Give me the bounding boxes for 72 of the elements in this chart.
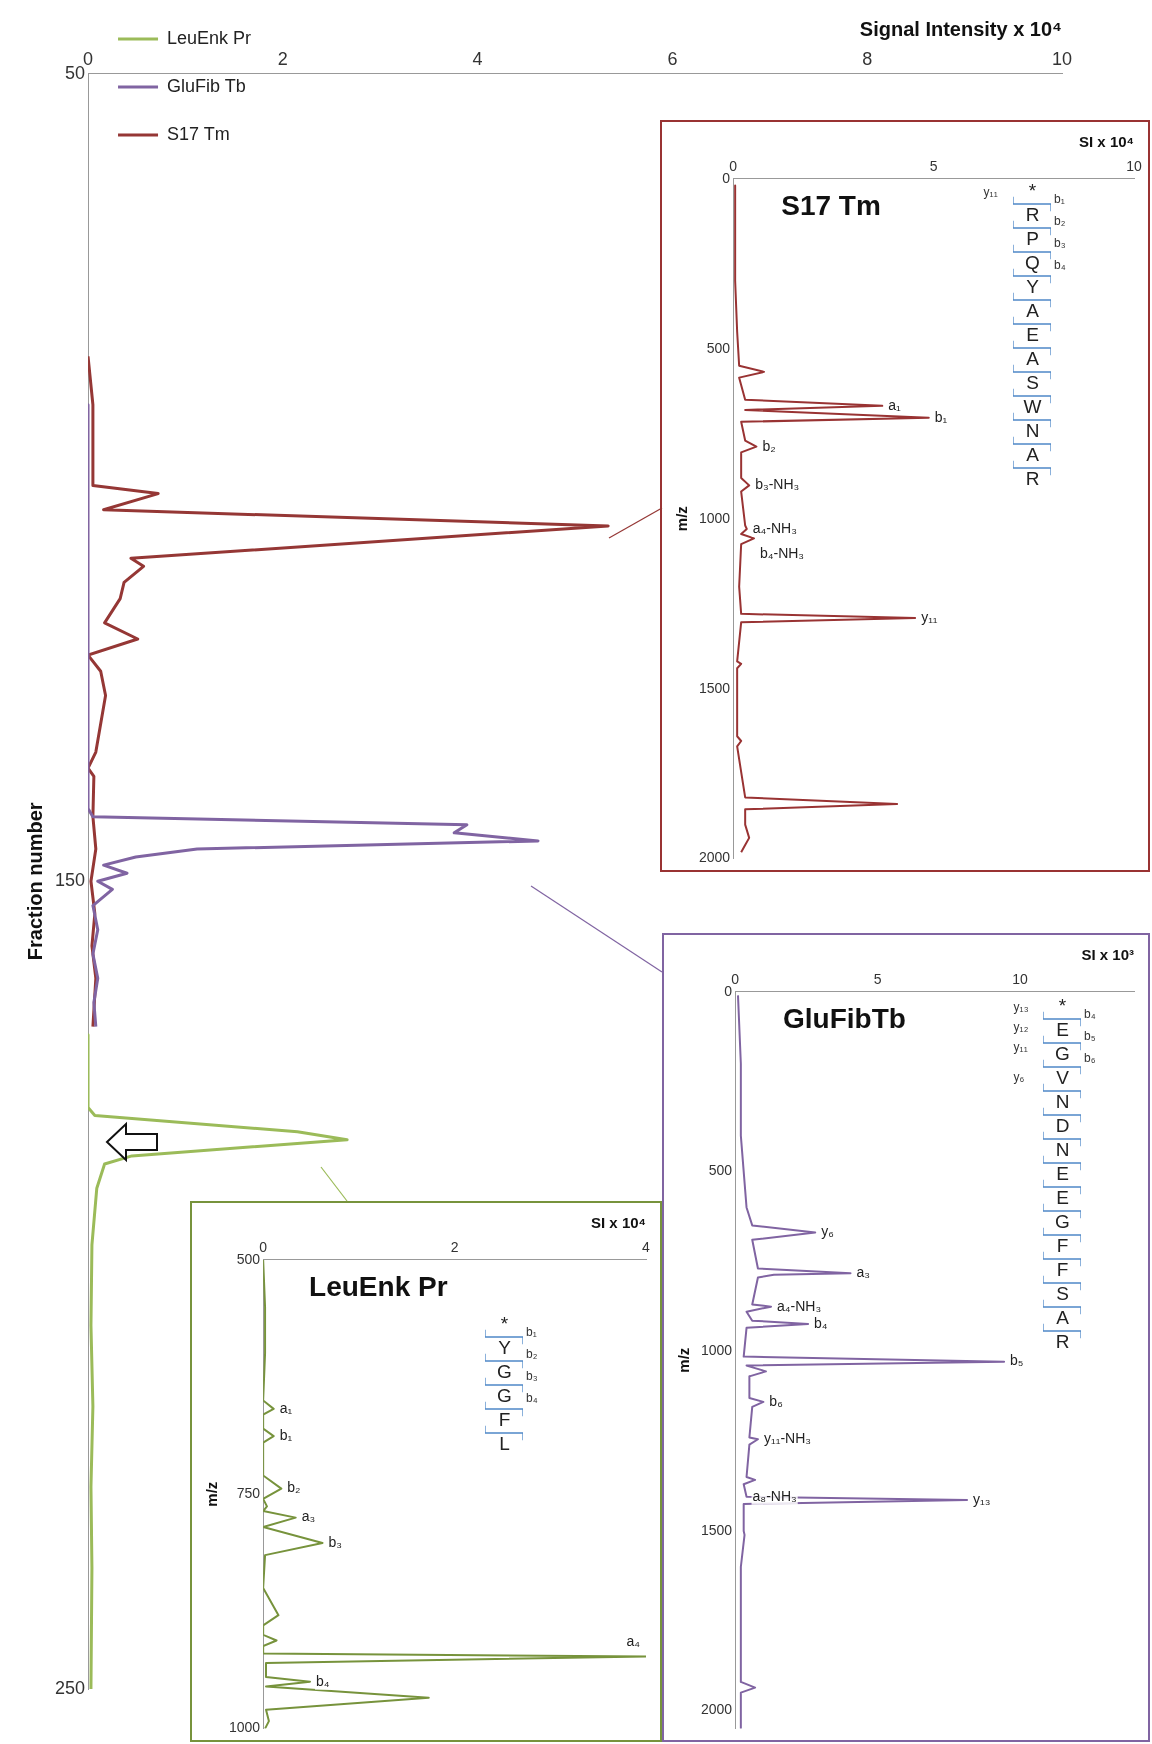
x-tick-label: 10: [1012, 971, 1029, 988]
y-axis-title: m/z: [203, 1481, 221, 1507]
annotation: y₁₃ y₁₂ y₁₁: [1013, 999, 1030, 1056]
chart-title: LeuEnk Pr: [309, 1270, 448, 1302]
y-tick-label: 150: [54, 870, 86, 891]
x-tick-label: 5: [873, 971, 882, 988]
y-tick-label: 2000: [700, 1701, 733, 1718]
y-axis-title: Fraction number: [23, 802, 46, 961]
x-tick-label: 2: [450, 1239, 459, 1256]
legend-label: GluFib Tb: [167, 75, 246, 96]
annotation: y₆: [1013, 1069, 1026, 1086]
annotation: a₄: [626, 1633, 641, 1650]
annotation: *EGVNDNEEGFFSAR: [1051, 995, 1074, 1355]
annotation: b₃: [328, 1533, 342, 1550]
annotation: *RPQYAEASWNAR: [1021, 180, 1044, 492]
annotation: a₈-NH₃: [752, 1487, 797, 1504]
chart-title: GluFibTb: [783, 1002, 906, 1034]
x-axis-title: SI x 10³: [1081, 946, 1134, 964]
annotation: b₄: [316, 1672, 330, 1689]
annotation: b₄: [814, 1314, 828, 1331]
legend-label: LeuEnk Pr: [167, 27, 252, 48]
y-axis-title: m/z: [673, 506, 691, 532]
annotation: b₂: [287, 1479, 301, 1496]
annotation: b₃-NH₃: [755, 476, 800, 493]
annotation: b₁ b₂ b₃ b₄: [1054, 191, 1067, 274]
y-tick-label: 500: [708, 1162, 733, 1179]
y-tick-label: 750: [236, 1485, 261, 1502]
x-axis-title: SI x 10⁴: [591, 1214, 646, 1232]
annotation: a₃: [301, 1508, 316, 1525]
annotation: y₁₁-NH₃: [763, 1430, 811, 1447]
y-tick-label: 250: [54, 1677, 86, 1698]
chart-title: S17 Tm: [781, 189, 881, 221]
y-tick-label: 1500: [698, 679, 731, 696]
annotation: a₁: [279, 1399, 293, 1416]
y-axis-title: m/z: [675, 1347, 693, 1373]
annotation: y₁₁: [921, 608, 938, 625]
annotation: y₆: [821, 1223, 834, 1240]
x-tick-label: 4: [472, 48, 483, 69]
annotation: b₁ b₂ b₃ b₄: [526, 1324, 539, 1407]
y-tick-label: 2000: [698, 849, 731, 866]
y-tick-label: 1500: [700, 1521, 733, 1538]
annotation: b₄-NH₃: [759, 545, 805, 562]
y-tick-label: 0: [722, 169, 731, 186]
x-tick-label: 4: [642, 1239, 651, 1256]
annotation: b₅: [1010, 1352, 1024, 1369]
x-tick-label: 6: [667, 48, 678, 69]
y-tick-label: 1000: [228, 1719, 261, 1736]
x-tick-label: 10: [1126, 158, 1142, 175]
y-tick-label: 500: [236, 1250, 261, 1267]
x-tick-label: 5: [929, 158, 938, 175]
annotation: b₁: [934, 408, 948, 425]
legend-label: S17 Tm: [167, 123, 230, 144]
x-tick-label: 8: [862, 48, 873, 69]
y-tick-label: 0: [724, 982, 733, 999]
annotation: b₂: [762, 437, 776, 454]
y-tick-label: 1000: [698, 509, 731, 526]
annotation: b₁: [279, 1426, 293, 1443]
x-tick-label: 2: [277, 48, 288, 69]
y-tick-label: 500: [706, 339, 731, 356]
annotation: a₄-NH₃: [752, 519, 797, 536]
y-tick-label: 1000: [700, 1342, 733, 1359]
annotation: y₁₃: [973, 1490, 991, 1507]
x-axis-title: Signal Intensity x 10⁴: [859, 17, 1062, 40]
annotation: y₁₁: [983, 184, 999, 201]
annotation: *YGGFL: [493, 1313, 516, 1457]
annotation: a₄-NH₃: [777, 1297, 822, 1314]
annotation: b₆: [769, 1392, 783, 1409]
x-tick-label: 10: [1051, 48, 1073, 69]
annotation: a₃: [856, 1264, 871, 1281]
annotation: a₁: [888, 396, 902, 413]
x-axis-title: SI x 10⁴: [1079, 133, 1134, 151]
annotation: b₄ b₅ b₆: [1084, 1006, 1097, 1067]
